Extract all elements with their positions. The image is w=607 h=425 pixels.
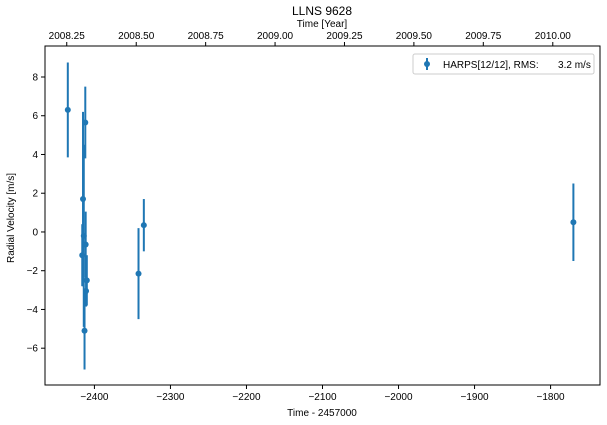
top-tick-label: 2009.25: [326, 31, 363, 42]
data-point: [570, 219, 577, 226]
x-axis-label: Time - 2457000: [287, 408, 357, 419]
y-tick-label: 6: [32, 111, 38, 122]
legend-marker: [424, 61, 430, 67]
data-point: [83, 277, 90, 284]
x-tick-label: −2000: [384, 392, 413, 403]
plot-area: −2400 −2300 −2200 −2100 −2000 −1900 −1800 2008.…: [27, 31, 601, 403]
chart-title: LLNS 9628: [292, 4, 352, 18]
top-tick-label: 2009.75: [465, 31, 502, 42]
data-point: [140, 222, 147, 229]
top-axis-label: Time [Year]: [297, 19, 348, 30]
x-tick-label: −2300: [156, 392, 185, 403]
x-tick-label: −1900: [461, 392, 490, 403]
y-tick-label: 2: [32, 189, 38, 200]
data-point: [82, 119, 89, 126]
x-tick-label: −2100: [308, 392, 337, 403]
top-tick-label: 2009.50: [396, 31, 433, 42]
y-tick-label: 4: [32, 150, 38, 161]
y-tick-label: −4: [27, 305, 39, 316]
legend-label: HARPS[12/12], RMS: 3.2 m/s: [443, 60, 591, 71]
y-tick-label: −6: [27, 344, 39, 355]
x-tick-label: −2200: [232, 392, 261, 403]
top-tick-label: 2009.00: [257, 31, 294, 42]
data-point: [81, 327, 88, 334]
y-tick-label: 8: [32, 72, 38, 83]
x-tick-label: −2400: [80, 392, 109, 403]
plot-frame: [44, 45, 601, 386]
y-tick-label: −2: [27, 266, 39, 277]
x-tick-label: −1800: [537, 392, 566, 403]
top-tick-label: 2008.75: [188, 31, 225, 42]
y-axis-label: Radial Velocity [m/s]: [6, 173, 17, 263]
top-tick-label: 2008.25: [49, 31, 86, 42]
top-tick-label: 2010.00: [535, 31, 572, 42]
data-point: [64, 106, 71, 113]
top-tick-label: 2008.50: [118, 31, 155, 42]
data-point: [82, 241, 89, 248]
data-point: [135, 270, 142, 277]
y-tick-label: 0: [32, 227, 38, 238]
legend-box: [412, 53, 595, 75]
